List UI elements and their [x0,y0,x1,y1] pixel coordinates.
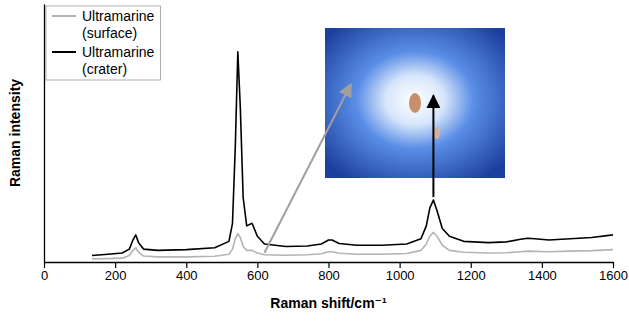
x-tick-label: 1600 [599,268,628,283]
inset-photo [325,28,505,178]
x-tick-mark [115,262,116,268]
inset-background [325,28,505,178]
legend-item: Ultramarine(crater) [52,44,155,77]
x-tick: 200 [105,262,127,283]
legend-label-line: (crater) [82,61,127,77]
legend: Ultramarine(surface)Ultramarine(crater) [46,6,161,80]
legend-label-line: Ultramarine [82,8,155,24]
y-axis-title: Raman intensity [7,79,23,187]
x-tick: 0 [41,262,48,283]
legend-box [46,6,161,80]
x-tick-mark [328,262,329,268]
legend-item: Ultramarine(surface) [52,8,155,41]
series-line [92,232,613,259]
x-tick-mark [44,262,45,268]
inset-crater [409,93,421,113]
chart: 0 200 400 600 800 1000 1200 1400 1600 Raman shift… [0,0,629,322]
x-tick-label: 600 [247,268,269,283]
x-tick-label: 800 [318,268,340,283]
legend-label-line: (surface) [82,25,137,41]
x-axis: 0 200 400 600 800 1000 1200 1400 1600 [41,262,628,283]
x-tick: 1000 [386,262,415,283]
y-axis-line [44,5,45,263]
x-tick: 800 [318,262,340,283]
x-axis-title: Raman shift/cm⁻¹ [270,295,387,311]
legend-label-line: Ultramarine [82,44,155,60]
x-tick-mark [400,262,401,268]
x-tick-mark [542,262,543,268]
legend-label: Ultramarine(surface) [82,8,155,41]
x-tick-label: 0 [41,268,48,283]
x-tick-mark [186,262,187,268]
x-tick-label: 200 [105,268,127,283]
x-tick-mark [471,262,472,268]
x-tick-label: 1400 [528,268,557,283]
arrow-crater [432,96,434,198]
x-tick-label: 1200 [457,268,486,283]
x-tick: 600 [247,262,269,283]
x-tick-mark [613,262,614,268]
arrow-surface [264,84,351,253]
x-tick: 1400 [528,262,557,283]
x-tick-label: 1000 [386,268,415,283]
x-tick-mark [257,262,258,268]
legend-label: Ultramarine(crater) [82,44,155,77]
x-tick: 1600 [599,262,628,283]
x-tick: 400 [176,262,198,283]
x-tick: 1200 [457,262,486,283]
y-axis [44,5,45,263]
legend-swatch [52,51,76,53]
legend-swatch [52,15,76,17]
x-tick-label: 400 [176,268,198,283]
